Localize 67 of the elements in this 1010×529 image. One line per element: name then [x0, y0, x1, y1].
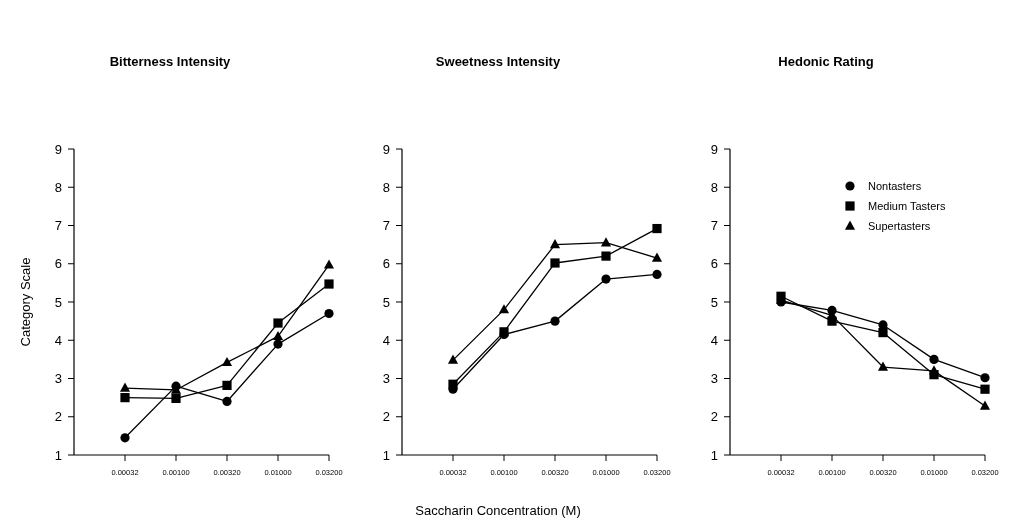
y-tick-label: 4	[710, 332, 718, 348]
point	[324, 308, 334, 319]
y-tick-label: 7	[382, 218, 390, 233]
y-tick-label: 1	[382, 447, 390, 463]
point	[273, 339, 283, 349]
point	[601, 251, 611, 261]
point	[273, 318, 283, 328]
point	[980, 373, 990, 383]
point	[929, 354, 939, 364]
point	[447, 354, 459, 364]
point	[550, 316, 560, 326]
y-tick-label: 7	[54, 218, 62, 233]
y-axis-title: Category Scale	[18, 257, 33, 347]
point	[222, 380, 232, 390]
point	[877, 361, 889, 371]
point	[171, 393, 181, 403]
y-tick-label: 1	[54, 447, 62, 463]
legend-label: Medium Tasters	[868, 200, 946, 212]
y-tick-label: 2	[54, 409, 62, 425]
point	[221, 356, 233, 367]
legend-label: Supertasters	[868, 220, 931, 232]
y-tick-label: 3	[710, 371, 718, 386]
point	[324, 279, 334, 289]
y-tick-label: 9	[382, 141, 390, 157]
y-tick-label: 6	[382, 256, 390, 272]
y-tick-label: 8	[382, 179, 390, 195]
point	[549, 239, 561, 249]
point	[980, 384, 990, 394]
point	[119, 382, 131, 392]
y-tick-label: 8	[710, 179, 718, 195]
y-tick-label: 4	[54, 332, 62, 348]
point	[601, 274, 611, 284]
y-tick-label: 9	[710, 141, 718, 157]
point	[652, 269, 662, 280]
point	[120, 393, 130, 403]
y-tick-label: 7	[710, 218, 718, 233]
y-tick-label: 1	[710, 447, 718, 463]
y-tick-label: 5	[54, 294, 62, 310]
point	[979, 400, 991, 410]
y-tick-label: 4	[382, 332, 390, 348]
point	[323, 259, 335, 269]
point	[498, 304, 510, 314]
y-tick-label: 6	[710, 256, 718, 272]
y-tick-label: 8	[54, 179, 62, 195]
x-axis-title: Saccharin Concentration (M)	[415, 503, 581, 518]
chart-title: Bitterness Intensity	[109, 54, 232, 69]
y-tick-label: 5	[382, 294, 390, 310]
y-tick-label: 6	[54, 256, 62, 272]
point	[222, 396, 232, 407]
point	[929, 370, 939, 380]
point	[120, 433, 130, 443]
point	[651, 252, 663, 262]
point	[827, 305, 837, 316]
point	[827, 316, 837, 326]
point	[652, 223, 662, 234]
y-tick-label: 3	[54, 371, 62, 386]
chart-title: Sweetness Intensity	[435, 54, 561, 69]
y-tick-label: 2	[382, 409, 390, 425]
point	[878, 328, 888, 338]
y-tick-label: 2	[710, 409, 718, 425]
y-tick-label: 3	[382, 371, 390, 386]
point	[550, 258, 560, 268]
point	[272, 330, 284, 341]
y-tick-label: 9	[54, 141, 62, 157]
chart-title: Hedonic Rating	[778, 54, 874, 69]
y-tick-label: 5	[710, 294, 718, 310]
legend-label: Nontasters	[868, 180, 922, 192]
